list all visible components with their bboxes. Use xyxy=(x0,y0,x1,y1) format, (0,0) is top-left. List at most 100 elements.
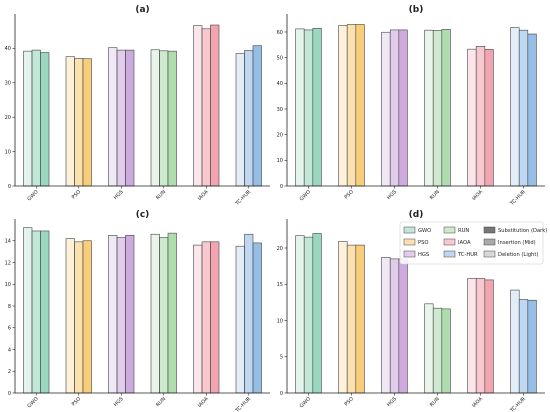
bar-run-mid xyxy=(432,307,443,394)
bar-run-light xyxy=(150,233,160,394)
x-tick-label: TC-HUR xyxy=(234,396,253,412)
bar-tc-hur-light xyxy=(235,53,245,187)
x-tick-label: HGS xyxy=(113,396,125,408)
bar-pso-light xyxy=(65,56,75,187)
bar-gwo-dark xyxy=(312,233,322,394)
legend-swatch xyxy=(443,250,456,258)
bar-run-mid xyxy=(159,237,169,394)
bar-tc-hur-mid xyxy=(518,29,529,187)
bar-run-dark xyxy=(167,232,177,394)
legend-swatch xyxy=(483,250,496,258)
bar-run-light xyxy=(424,303,434,394)
x-tick-label: PSO xyxy=(344,396,355,407)
y-tick-label: 30 xyxy=(5,81,11,87)
bar-gwo-dark xyxy=(40,52,50,187)
y-tick-label: 20 xyxy=(5,115,11,121)
bar-run-light xyxy=(150,49,160,187)
y-tick-label: 0 xyxy=(8,184,11,190)
bar-iaoa-dark xyxy=(484,49,494,187)
legend-label: HGS xyxy=(418,252,429,258)
bar-iaoa-dark xyxy=(210,241,220,394)
y-tick-label: 0 xyxy=(280,391,283,397)
y-tick-label: 50 xyxy=(277,55,283,61)
bar-run-mid xyxy=(159,50,169,187)
bar-pso-light xyxy=(65,238,75,394)
x-tick-label: HGS xyxy=(386,189,398,201)
y-tick-label: 0 xyxy=(8,391,11,397)
y-tick-label: 8 xyxy=(8,304,11,310)
legend-label: TC-HUR xyxy=(457,252,478,258)
bar-iaoa-light xyxy=(467,278,477,394)
x-tick-label: GWO xyxy=(299,396,312,409)
y-tick-label: 10 xyxy=(277,158,283,164)
bar-iaoa-dark xyxy=(210,24,220,187)
bar-iaoa-light xyxy=(193,244,203,394)
x-tick-label: HGS xyxy=(113,189,125,201)
x-tick-label: PSO xyxy=(71,396,82,407)
bar-hgs-dark xyxy=(398,29,408,187)
x-tick-label: HGS xyxy=(386,396,398,408)
bar-tc-hur-dark xyxy=(252,45,262,187)
legend-label: GWO xyxy=(418,228,431,234)
bar-pso-mid xyxy=(346,244,357,394)
x-tick-label: PSO xyxy=(344,189,355,200)
y-tick-label: 10 xyxy=(277,318,283,324)
bar-hgs-mid xyxy=(116,237,126,394)
bar-pso-dark xyxy=(355,24,365,187)
x-tick-label: GWO xyxy=(26,189,39,202)
bar-tc-hur-light xyxy=(235,245,245,394)
y-tick-label: 20 xyxy=(277,132,283,138)
legend-swatch xyxy=(403,238,416,246)
bar-iaoa-mid xyxy=(201,241,211,394)
y-tick-label: 10 xyxy=(5,149,11,155)
panel-title: (c) xyxy=(136,210,150,220)
bar-hgs-light xyxy=(108,47,118,187)
bar-run-mid xyxy=(432,30,443,187)
panel-title: (d) xyxy=(409,210,424,220)
bar-hgs-light xyxy=(381,257,391,394)
x-tick-label: TC-HUR xyxy=(509,396,528,412)
bar-pso-light xyxy=(338,241,348,394)
y-tick-label: 6 xyxy=(8,326,11,332)
bar-tc-hur-mid xyxy=(244,233,254,394)
bar-hgs-dark xyxy=(125,49,135,187)
panel-title: (a) xyxy=(135,5,149,15)
y-tick-label: 0 xyxy=(280,184,283,190)
x-tick-label: RUN xyxy=(155,396,167,408)
y-tick-label: 12 xyxy=(5,260,11,266)
bar-hgs-dark xyxy=(398,258,408,394)
chart-panel-2: (b) GWO PSO HGS RUN IAOA TC-HUR 0 10 20 30 40 50 60 xyxy=(277,5,545,208)
y-tick-label: 20 xyxy=(277,246,283,252)
x-tick-label: GWO xyxy=(26,396,39,409)
y-tick-label: 40 xyxy=(277,81,283,87)
y-tick-label: 30 xyxy=(277,107,283,113)
y-tick-label: 2 xyxy=(8,369,11,375)
y-tick-label: 40 xyxy=(5,46,11,52)
bar-run-light xyxy=(424,29,434,187)
bar-hgs-mid xyxy=(389,29,400,187)
panel-title: (b) xyxy=(409,5,424,15)
bar-pso-mid xyxy=(74,241,84,394)
bar-gwo-light xyxy=(23,227,33,394)
legend-swatch xyxy=(403,250,416,258)
x-tick-label: IAOA xyxy=(197,189,210,202)
bar-pso-dark xyxy=(355,244,365,394)
x-tick-label: IAOA xyxy=(471,189,484,202)
legend-swatch xyxy=(403,226,416,234)
chart-panel-1: (a) GWO PSO HGS RUN IAOA TC-HUR 0 10 20 30 40 xyxy=(5,5,270,208)
x-tick-label: TC-HUR xyxy=(234,189,253,208)
chart-panel-4: (d) GWO PSO HGS RUN IAOA TC-HUR 0 5 10 15 20 xyxy=(277,210,545,412)
bar-gwo-light xyxy=(295,235,305,394)
bar-iaoa-light xyxy=(467,48,477,187)
bar-gwo-mid xyxy=(31,49,41,187)
bar-iaoa-mid xyxy=(475,278,486,394)
y-tick-label: 10 xyxy=(5,282,11,288)
x-tick-label: RUN xyxy=(429,396,441,408)
bar-hgs-dark xyxy=(125,235,135,394)
y-tick-label: 14 xyxy=(5,239,11,245)
bar-pso-dark xyxy=(82,58,92,187)
bar-gwo-dark xyxy=(40,230,50,394)
bar-gwo-light xyxy=(295,28,305,187)
bar-tc-hur-dark xyxy=(527,299,537,394)
